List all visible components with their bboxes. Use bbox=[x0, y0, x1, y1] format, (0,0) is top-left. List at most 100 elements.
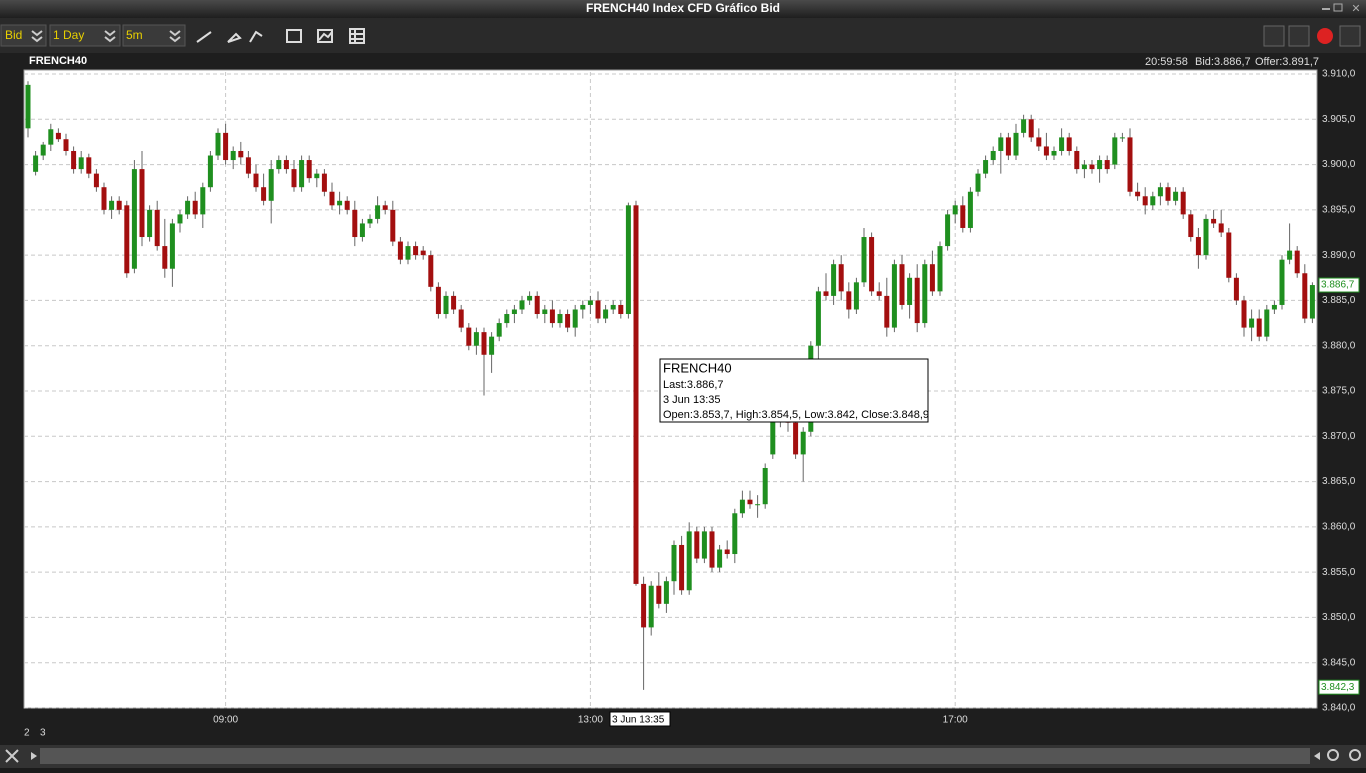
zoom-out[interactable] bbox=[1349, 749, 1361, 761]
y-tick-label: 3.875,0 bbox=[1322, 386, 1356, 397]
candle-body bbox=[337, 200, 343, 206]
candle-body bbox=[1302, 273, 1308, 319]
candle-body bbox=[755, 504, 761, 506]
candle-body bbox=[937, 246, 943, 292]
candle-body bbox=[739, 499, 745, 514]
right-icons[interactable] bbox=[1263, 25, 1361, 47]
candle-body bbox=[473, 332, 479, 346]
candle-body bbox=[770, 418, 776, 455]
tool-icons[interactable] bbox=[196, 28, 365, 44]
candle-body bbox=[1127, 137, 1133, 192]
candle-body bbox=[1043, 146, 1049, 156]
candle-body bbox=[679, 544, 685, 591]
candle-body bbox=[671, 544, 677, 582]
candle-body bbox=[694, 531, 700, 559]
candle-body bbox=[891, 264, 897, 328]
candle-body bbox=[314, 173, 320, 179]
alert-button[interactable] bbox=[1317, 28, 1333, 44]
candle-body bbox=[489, 336, 495, 355]
candle-body bbox=[185, 200, 191, 215]
candle-body bbox=[1195, 237, 1201, 256]
window-controls[interactable]: ✕ bbox=[1322, 3, 1361, 15]
period-select[interactable] bbox=[49, 24, 121, 47]
crosshair-label: 3 Jun 13:35 bbox=[612, 715, 665, 726]
candle-body bbox=[527, 295, 533, 301]
candle-body bbox=[413, 246, 419, 256]
candle-body bbox=[1279, 259, 1285, 305]
candle-body bbox=[633, 205, 639, 584]
candle-body bbox=[732, 513, 738, 555]
candle-body bbox=[1081, 164, 1087, 170]
candle-body bbox=[78, 157, 84, 170]
candle-body bbox=[48, 129, 54, 145]
candle-body bbox=[914, 277, 920, 324]
y-tick-label: 3.890,0 bbox=[1322, 250, 1356, 261]
candle-body bbox=[831, 264, 837, 296]
chart: 3.840,0 3.845,0 3.850,0 3.855,0 3.860,0 3.865… bbox=[24, 69, 1360, 739]
interval-select[interactable] bbox=[122, 24, 186, 47]
bid: Bid:3.886,7 bbox=[1195, 56, 1251, 68]
candle-body bbox=[1036, 137, 1042, 147]
fullscreen[interactable] bbox=[5, 749, 19, 763]
candle-body bbox=[838, 264, 844, 292]
indicator-button[interactable] bbox=[1288, 25, 1310, 47]
price-type-select[interactable] bbox=[0, 24, 47, 47]
table[interactable] bbox=[349, 28, 365, 44]
minimize[interactable] bbox=[1322, 8, 1330, 10]
candle-body bbox=[1066, 137, 1072, 151]
y-tick-label: 3.865,0 bbox=[1322, 476, 1356, 487]
candle-body bbox=[268, 169, 274, 201]
candle-body bbox=[276, 160, 282, 170]
fib-tool[interactable] bbox=[249, 30, 263, 43]
candle-body bbox=[1218, 223, 1224, 233]
candle-body bbox=[595, 300, 601, 319]
candle-body bbox=[131, 169, 137, 269]
candle-body bbox=[1005, 137, 1011, 156]
draw-tool[interactable] bbox=[196, 31, 212, 43]
candle-body bbox=[1226, 232, 1232, 278]
candle-body bbox=[656, 585, 662, 604]
candle-body bbox=[929, 264, 935, 292]
candle-body bbox=[663, 581, 669, 604]
candle-body bbox=[124, 205, 130, 274]
candle-body bbox=[1051, 150, 1057, 156]
settings-button[interactable] bbox=[1339, 25, 1361, 47]
candle-body bbox=[116, 200, 122, 210]
candle-body bbox=[504, 314, 510, 324]
candle-body bbox=[1135, 191, 1141, 197]
candle-body bbox=[1104, 160, 1110, 170]
pin-tool[interactable] bbox=[227, 32, 242, 43]
candle-body bbox=[1059, 137, 1065, 151]
candle-body bbox=[701, 531, 707, 559]
y-tick-label: 3.860,0 bbox=[1322, 521, 1356, 532]
close[interactable]: ✕ bbox=[1351, 3, 1360, 15]
candle-body bbox=[960, 205, 966, 228]
y-tick-label: 3.895,0 bbox=[1322, 204, 1356, 215]
candle-body bbox=[686, 531, 692, 591]
candle-body bbox=[945, 214, 951, 247]
candle-body bbox=[1142, 196, 1148, 206]
candle-body bbox=[648, 585, 654, 628]
print[interactable] bbox=[286, 29, 302, 43]
y-tick-label: 3.885,0 bbox=[1322, 295, 1356, 306]
restore[interactable] bbox=[1333, 3, 1343, 12]
candle-body bbox=[321, 173, 327, 192]
candle-body bbox=[443, 295, 449, 315]
candle-body bbox=[382, 205, 388, 210]
layout-button[interactable] bbox=[1263, 25, 1285, 47]
y-tick-label: 3.855,0 bbox=[1322, 567, 1356, 578]
candle-body bbox=[329, 191, 335, 206]
candle-body bbox=[367, 218, 373, 224]
candle-body bbox=[922, 264, 928, 324]
candle-body bbox=[641, 583, 647, 628]
candle-body bbox=[762, 467, 768, 505]
chart-type[interactable] bbox=[317, 29, 333, 43]
candle-body bbox=[565, 314, 571, 328]
candle-body bbox=[952, 205, 958, 215]
candle-body bbox=[907, 277, 913, 305]
scroll-thumb[interactable] bbox=[40, 748, 1310, 764]
candle-body bbox=[1112, 137, 1118, 165]
offer: Offer:3.891,7 bbox=[1255, 56, 1319, 68]
zoom-in[interactable] bbox=[1327, 749, 1339, 761]
